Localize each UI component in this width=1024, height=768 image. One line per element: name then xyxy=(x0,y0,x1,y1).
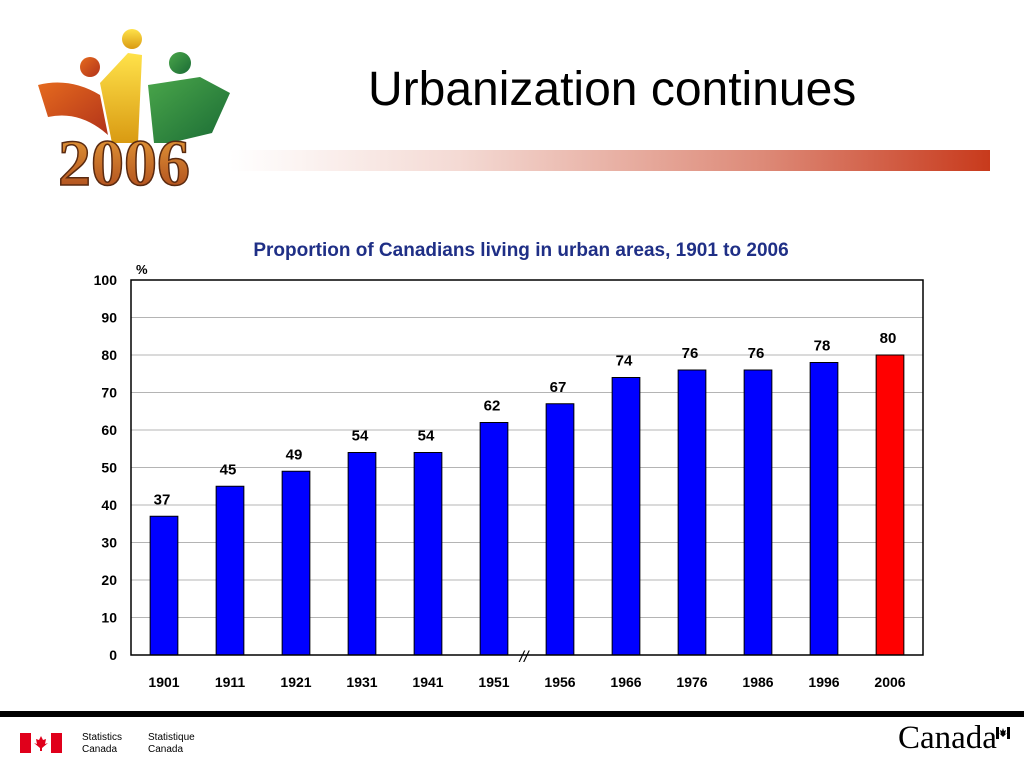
bar-1901 xyxy=(149,515,179,656)
x-tick-label-1986: 1986 xyxy=(742,674,773,690)
agency-name-french: Statistique Canada xyxy=(148,732,195,756)
bar-1966 xyxy=(611,377,641,656)
data-label-1931: 54 xyxy=(352,428,369,445)
y-tick-label: 10 xyxy=(101,610,117,626)
y-axis-unit-label: % xyxy=(136,262,148,277)
x-tick-label-1921: 1921 xyxy=(280,674,311,690)
x-tick-label-1901: 1901 xyxy=(148,674,179,690)
bar-1921 xyxy=(281,470,311,656)
data-label-1956: 67 xyxy=(550,379,567,396)
x-tick-label-1996: 1996 xyxy=(808,674,839,690)
canada-wordmark: Canada xyxy=(898,720,997,756)
x-tick-label-1941: 1941 xyxy=(412,674,443,690)
data-label-1951: 62 xyxy=(484,398,501,415)
title-accent-band xyxy=(230,150,990,171)
census-2006-logo: 2006 xyxy=(38,29,230,195)
data-label-1966: 74 xyxy=(616,353,633,370)
data-label-2006: 80 xyxy=(880,330,897,347)
chart-title: Proportion of Canadians living in urban … xyxy=(253,240,788,261)
y-tick-label: 50 xyxy=(101,460,117,476)
bar-1956 xyxy=(545,403,575,656)
x-tick-label-1931: 1931 xyxy=(346,674,377,690)
x-tick-label-1911: 1911 xyxy=(215,674,246,690)
canada-flag-icon xyxy=(20,733,62,753)
y-tick-label: 60 xyxy=(101,422,117,438)
x-tick-label-1951: 1951 xyxy=(478,674,509,690)
bar-1986 xyxy=(743,369,773,656)
y-tick-label: 30 xyxy=(101,535,117,551)
footer-rule xyxy=(0,711,1024,717)
agency-en-line1: Statistics xyxy=(82,732,123,743)
x-tick-label-1976: 1976 xyxy=(676,674,707,690)
x-tick-label-1966: 1966 xyxy=(610,674,641,690)
slide-title: Urbanization continues xyxy=(368,63,857,116)
plot-frame xyxy=(130,279,924,656)
data-label-1976: 76 xyxy=(682,345,699,362)
bar-chart: Proportion of Canadians living in urban … xyxy=(94,240,924,690)
bar-1941 xyxy=(413,452,443,656)
axis-break-mark: // xyxy=(519,649,530,666)
agency-fr-line1: Statistique xyxy=(148,732,195,743)
data-label-1941: 54 xyxy=(418,428,435,445)
y-tick-label: 0 xyxy=(109,647,117,663)
y-tick-label: 80 xyxy=(101,347,117,363)
x-tick-label-1956: 1956 xyxy=(544,674,575,690)
bar-1976 xyxy=(677,369,707,656)
data-label-1986: 76 xyxy=(748,345,765,362)
data-label-1996: 78 xyxy=(814,338,831,355)
y-tick-label: 100 xyxy=(94,272,118,288)
agency-en-line2: Canada xyxy=(82,744,118,755)
svg-text:2006: 2006 xyxy=(58,127,190,195)
agency-fr-line2: Canada xyxy=(148,744,184,755)
data-label-1911: 45 xyxy=(220,461,237,478)
data-label-1901: 37 xyxy=(154,491,171,508)
y-tick-label: 90 xyxy=(101,310,117,326)
y-tick-label: 70 xyxy=(101,385,117,401)
wordmark-flag-icon xyxy=(996,727,1010,739)
bar-1911 xyxy=(215,485,245,656)
data-label-1921: 49 xyxy=(286,446,303,463)
agency-name-english: Statistics Canada xyxy=(82,732,122,756)
x-tick-label-2006: 2006 xyxy=(874,674,905,690)
y-tick-label: 40 xyxy=(101,497,117,513)
y-tick-label: 20 xyxy=(101,572,117,588)
bar-1996 xyxy=(809,362,839,656)
bar-2006 xyxy=(875,354,905,656)
bar-1951 xyxy=(479,422,509,656)
bar-1931 xyxy=(347,452,377,656)
